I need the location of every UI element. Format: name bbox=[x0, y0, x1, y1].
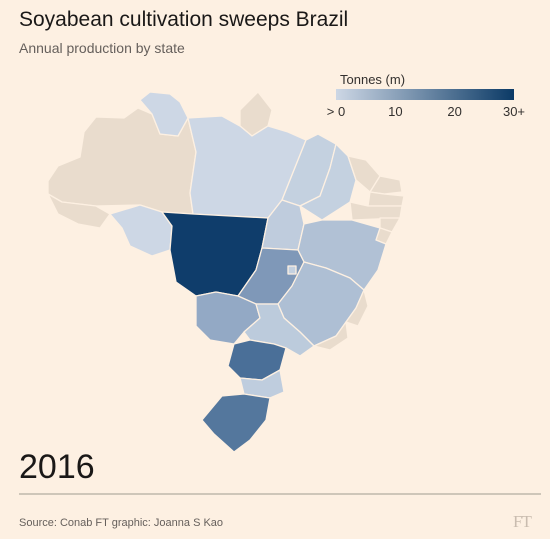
state-paraiba bbox=[367, 191, 405, 207]
legend-tick: 10 bbox=[388, 104, 403, 119]
state-acre bbox=[47, 193, 111, 229]
legend-tick: > 0 bbox=[326, 104, 346, 119]
legend-title: Tonnes (m) bbox=[340, 72, 406, 87]
divider bbox=[19, 493, 541, 495]
state-rio-de-janeiro bbox=[313, 321, 349, 351]
legend-tick: 20 bbox=[447, 104, 462, 119]
state-rio-grande-do-norte bbox=[369, 175, 403, 195]
year-label: 2016 bbox=[19, 448, 95, 486]
ft-logo: FT bbox=[513, 512, 532, 531]
chart-title: Soyabean cultivation sweeps Brazil bbox=[19, 8, 349, 31]
state-espirito-santo bbox=[345, 289, 369, 327]
state-sao-paulo bbox=[243, 303, 315, 357]
source-note: Source: Conab FT graphic: Joanna S Kao bbox=[19, 517, 224, 529]
state-pernambuco bbox=[349, 201, 403, 221]
legend-tick: 30+ bbox=[502, 104, 526, 119]
legend-ticks: > 0 10 20 30+ bbox=[320, 104, 540, 122]
chart-subtitle: Annual production by state bbox=[19, 40, 185, 56]
state-rio-grande-do-sul bbox=[201, 393, 271, 453]
legend-color-ramp bbox=[336, 89, 514, 100]
state-distrito-federal bbox=[287, 265, 297, 275]
